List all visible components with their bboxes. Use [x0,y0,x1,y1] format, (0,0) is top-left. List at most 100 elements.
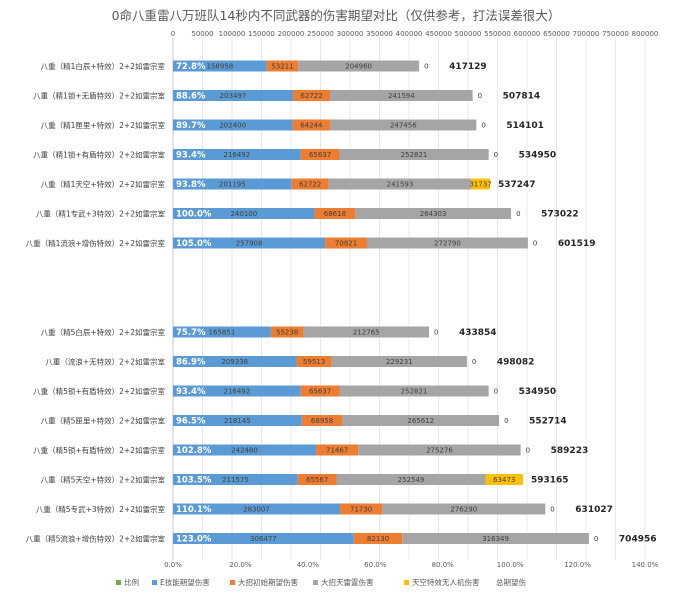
bar-row: 八重（精1锁+无盾特效）2+2如雷宗室 203497 62722 241594 88.6… [33,90,540,102]
total-label: 631027 [575,505,613,515]
ratio-label: 102.8% [176,446,212,456]
x-top-tick-label: 450000 [425,30,452,38]
skyward-zero-label: 0 [526,447,530,455]
segment-value-label: 265612 [407,417,434,425]
bar-burst-thunder [303,326,429,338]
segment-value-label: 306477 [250,535,277,543]
bar-row: 八重（精5锁+有盾特效）2+2如雷宗室 242480 71467 275276 102.… [33,444,588,456]
category-label: 八重（精5天空+特效）2+2如雷宗室 [41,475,166,485]
bar-burst-initial [291,178,329,190]
skyward-zero-label: 0 [478,92,482,100]
bar-e-skill [173,503,340,515]
x-bottom-tick-label: 120.0% [564,561,591,569]
bar-burst-thunder [330,90,473,101]
x-bottom-tick-label: 80.0% [432,561,455,569]
x-top-tick-label: 650000 [543,30,570,38]
bar-e-skill [173,356,297,367]
skyward-zero-label: 0 [472,358,476,366]
total-label: 704956 [619,535,657,545]
bar-skyward-drone [485,474,523,485]
segment-value-label: 272790 [434,240,461,248]
skyward-zero-label: 0 [516,210,520,218]
legend-label: 大招初始期望伤害 [238,577,298,587]
bar-rows: 八重（精1白辰+特效）2+2如雷宗室 158958 53211 204960 72.8%… [26,60,657,545]
total-label: 417129 [449,62,487,72]
category-label: 八重（精5流浪+增伤特效）2+2如雷宗室 [26,534,166,544]
bar-row: 八重（精5匣里+特效）2+2如雷宗室 218145 68958 265612 96.5%… [41,415,567,427]
x-top-tick-label: 350000 [366,30,393,38]
category-label: 八重（精5专武+3特效）2+2如雷宗室 [36,504,166,514]
bar-row: 八重（精5天空+特效）2+2如雷宗室 211575 65567 252549 63473… [41,474,569,486]
category-label: 八重（精5匣里+特效）2+2如雷宗室 [41,416,166,426]
bar-burst-initial [316,444,359,456]
segment-value-label: 71467 [326,447,348,455]
ratio-label: 93.8% [176,180,206,190]
ratio-label: 93.4% [176,151,206,161]
bar-row: 八重（精1锁+有盾特效）2+2如雷宗室 216492 65637 252821 93.4… [33,149,556,161]
bar-row: 八重（流浪+无特效）2+2如雷宗室 209338 59513 229231 86.9% 0… [45,356,534,368]
category-label: 八重（精1流浪+增伤特效）2+2如雷宗室 [26,238,166,248]
total-label: 514101 [506,121,544,131]
segment-value-label: 216492 [223,151,250,159]
ratio-label: 88.6% [176,92,206,102]
skyward-zero-label: 0 [594,535,598,543]
bar-burst-thunder [402,533,589,544]
skyward-zero-label: 0 [550,506,554,514]
legend-swatch [487,579,494,586]
bar-e-skill [173,385,301,397]
bar-burst-thunder [330,119,477,131]
category-label: 八重（精1白辰+特效）2+2如雷宗室 [41,61,166,71]
x-bottom-tick-label: 140.0% [632,561,659,569]
category-label: 八重（精5锁+有盾特效）2+2如雷宗室 [33,386,165,396]
segment-value-label: 242480 [231,447,258,455]
segment-value-label: 202400 [219,122,246,130]
segment-value-label: 62722 [299,181,321,189]
ratio-label: 93.4% [176,387,206,397]
x-top-tick-label: 300000 [337,30,364,38]
total-label: 552714 [529,417,567,427]
segment-value-label: 252821 [401,151,428,159]
x-axis-top-ticks: 0 50000 100000 150000 200000 250000 300000 3500… [171,30,659,38]
bar-burst-initial [314,208,356,219]
x-top-tick-label: 600000 [514,30,541,38]
category-label: 八重（精5锁+有盾特效）2+2如雷宗室 [33,445,165,455]
bar-e-skill [173,326,271,338]
ratio-label: 103.5% [176,476,212,486]
skyward-zero-label: 0 [494,151,498,159]
segment-value-label: 212765 [353,329,380,337]
segment-value-label: 82130 [367,535,389,543]
ratio-label: 86.9% [176,358,206,368]
segment-value-label: 53211 [271,63,293,71]
x-top-tick-label: 750000 [602,30,629,38]
x-bottom-tick-label: 0.0% [164,561,182,569]
chart-title: 0命八重雷八万班队14秒内不同武器的伤害期望对比（仅供参考，打法误差很大） [112,8,561,23]
skyward-zero-label: 0 [481,122,485,130]
segment-value-label: 229231 [386,358,413,366]
segment-value-label: 158958 [207,63,234,71]
bar-burst-initial [270,326,304,338]
x-top-tick-label: 250000 [307,30,334,38]
ratio-label: 123.0% [176,535,212,545]
segment-value-label: 216492 [223,388,250,396]
x-top-tick-label: 0 [171,30,175,38]
bar-row: 八重（精5专武+3特效）2+2如雷宗室 283007 71730 276290 110.… [36,503,613,515]
bar-e-skill [173,60,267,72]
ratio-label: 89.7% [176,121,206,131]
bar-burst-thunder [382,503,546,515]
x-top-tick-label: 100000 [219,30,246,38]
x-top-tick-label: 400000 [396,30,423,38]
bar-burst-initial [292,119,331,131]
x-top-tick-label: 550000 [484,30,511,38]
segment-value-label: 264303 [420,210,447,218]
category-label: 八重（流浪+无特效）2+2如雷宗室 [45,357,165,367]
segment-value-label: 209338 [221,358,248,366]
legend-label: 大招天雷霆伤害 [321,577,374,587]
bar-burst-thunder [328,178,472,190]
legend-label: E技能期望伤害 [160,577,210,587]
segment-value-label: 31737 [469,181,491,189]
category-label: 八重（精1锁+有盾特效）2+2如雷宗室 [33,150,165,160]
category-label: 八重（精1天空+特效）2+2如雷宗室 [41,179,166,189]
total-label: 573022 [541,210,579,220]
category-label: 八重（精1锁+无盾特效）2+2如雷宗室 [33,91,165,101]
